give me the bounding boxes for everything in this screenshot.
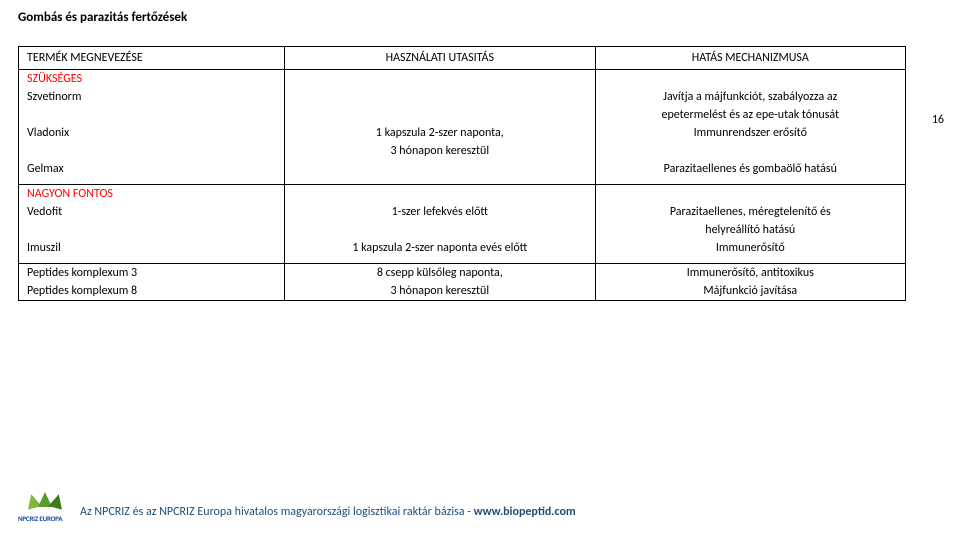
logo-text: NPCRIZ EUROPA — [18, 514, 62, 523]
cell — [285, 88, 595, 106]
cell: 1 kapszula 2-szer naponta evés előtt — [285, 239, 595, 264]
cell — [19, 221, 285, 239]
cell: Immunerősítő, antitoxikus — [595, 264, 905, 283]
cell — [285, 106, 595, 124]
cell: Javítja a májfunkciót, szabályozza az — [595, 88, 905, 106]
cell — [19, 106, 285, 124]
page-title: Gombás és parazitás fertőzések — [18, 10, 187, 25]
cell — [285, 221, 595, 239]
table-row: SZÜKSÉGES — [19, 70, 906, 89]
group-label-required: SZÜKSÉGES — [19, 70, 285, 89]
main-table: TERMÉK MEGNEVEZÉSE HASZNÁLATI UTASITÁS H… — [18, 46, 906, 301]
product-name: Szvetinorm — [19, 88, 285, 106]
cell: 1-szer lefekvés előtt — [285, 203, 595, 221]
cell: Májfunkció javítása — [595, 282, 905, 301]
table-row: Peptides komplexum 3 8 csepp külsőleg na… — [19, 264, 906, 283]
table-row: Vladonix 1 kapszula 2-szer naponta, Immu… — [19, 124, 906, 142]
npcriz-logo: NPCRIZ EUROPA — [18, 492, 74, 532]
cell: Immunrendszer erősítő — [595, 124, 905, 142]
product-name: Vladonix — [19, 124, 285, 142]
cell — [285, 160, 595, 185]
footer-prefix: Az NPCRIZ és az NPCRIZ Europa hivatalos … — [80, 505, 471, 519]
cell: 3 hónapon keresztül — [285, 142, 595, 160]
table-row: NAGYON FONTOS — [19, 185, 906, 204]
footer-text: Az NPCRIZ és az NPCRIZ Europa hivatalos … — [80, 505, 576, 519]
footer: NPCRIZ EUROPA Az NPCRIZ és az NPCRIZ Eur… — [18, 492, 942, 532]
footer-link[interactable]: www.biopeptid.com — [474, 505, 576, 519]
cell — [595, 142, 905, 160]
cell: Parazitaellenes, méregtelenítő és — [595, 203, 905, 221]
table-header-row: TERMÉK MEGNEVEZÉSE HASZNÁLATI UTASITÁS H… — [19, 47, 906, 70]
table-row: Peptides komplexum 8 3 hónapon keresztül… — [19, 282, 906, 301]
cell: Parazitaellenes és gombaölő hatású — [595, 160, 905, 185]
cell — [19, 142, 285, 160]
cell — [285, 70, 595, 89]
product-name: Peptides komplexum 3 — [19, 264, 285, 283]
col-header-effect: HATÁS MECHANIZMUSA — [595, 47, 905, 70]
page-number: 16 — [932, 113, 944, 127]
cell: Immunerősítő — [595, 239, 905, 264]
product-name: Gelmax — [19, 160, 285, 185]
cell — [285, 185, 595, 204]
table-row: 3 hónapon keresztül — [19, 142, 906, 160]
col-header-usage: HASZNÁLATI UTASITÁS — [285, 47, 595, 70]
col-header-product: TERMÉK MEGNEVEZÉSE — [19, 47, 285, 70]
table-row: helyreállító hatású — [19, 221, 906, 239]
product-name: Vedofit — [19, 203, 285, 221]
cell: 3 hónapon keresztül — [285, 282, 595, 301]
cell: helyreállító hatású — [595, 221, 905, 239]
product-name: Imuszil — [19, 239, 285, 264]
table-row: Szvetinorm Javítja a májfunkciót, szabál… — [19, 88, 906, 106]
table-row: epetermelést és az epe-utak tónusát — [19, 106, 906, 124]
table-row: Imuszil 1 kapszula 2-szer naponta evés e… — [19, 239, 906, 264]
cell — [595, 185, 905, 204]
group-label-important: NAGYON FONTOS — [19, 185, 285, 204]
cell: 1 kapszula 2-szer naponta, — [285, 124, 595, 142]
leaf-icon — [48, 492, 65, 509]
cell — [595, 70, 905, 89]
cell: 8 csepp külsőleg naponta, — [285, 264, 595, 283]
table-row: Gelmax Parazitaellenes és gombaölő hatás… — [19, 160, 906, 185]
table-row: Vedofit 1-szer lefekvés előtt Parazitael… — [19, 203, 906, 221]
main-table-container: TERMÉK MEGNEVEZÉSE HASZNÁLATI UTASITÁS H… — [18, 46, 906, 301]
product-name: Peptides komplexum 8 — [19, 282, 285, 301]
cell: epetermelést és az epe-utak tónusát — [595, 106, 905, 124]
